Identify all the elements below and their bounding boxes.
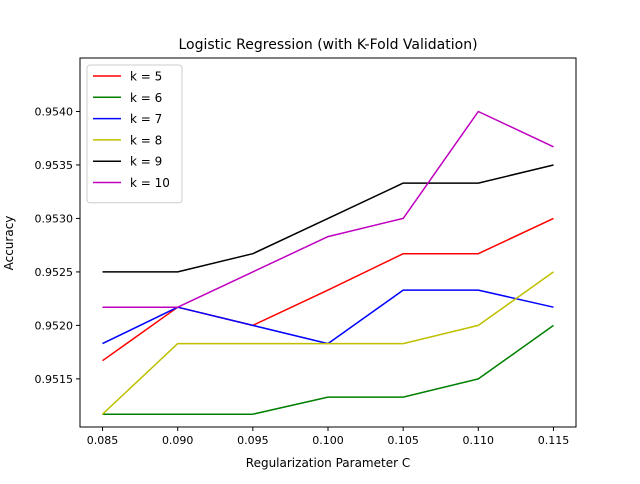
axis-ticks: 0.085 0.090 0.095 0.100 0.105 0.110 0.115 0.951… bbox=[35, 105, 570, 447]
series-line-k-6 bbox=[102, 324, 554, 415]
legend: k = 5 k = 6 k = 7 k = 8 k = 9 k = 10 bbox=[86, 64, 183, 204]
y-axis-label: Accuracy bbox=[2, 216, 16, 271]
y-tick-label: 0.9530 bbox=[35, 212, 74, 225]
y-tick-label: 0.9520 bbox=[35, 319, 74, 332]
y-tick-label: 0.9515 bbox=[35, 373, 74, 386]
series-line-k-5 bbox=[102, 217, 554, 362]
x-tick-label: 0.110 bbox=[463, 434, 495, 447]
series-line-k-9 bbox=[102, 164, 554, 273]
y-tick-label: 0.9540 bbox=[35, 105, 74, 118]
plot-area-frame bbox=[79, 57, 577, 428]
legend-label: k = 5 bbox=[130, 70, 162, 84]
legend-label: k = 7 bbox=[130, 112, 162, 126]
series-line-k-7 bbox=[102, 289, 554, 345]
y-tick-label: 0.9525 bbox=[35, 266, 74, 279]
x-tick-label: 0.090 bbox=[162, 434, 194, 447]
x-tick-label: 0.115 bbox=[538, 434, 570, 447]
series-line-k-10 bbox=[102, 110, 554, 308]
series-line-k-8 bbox=[101, 271, 554, 415]
x-tick-label: 0.105 bbox=[387, 434, 419, 447]
y-tick-label: 0.9535 bbox=[35, 159, 74, 172]
x-tick-label: 0.095 bbox=[237, 434, 269, 447]
series-lines bbox=[101, 110, 554, 415]
legend-box bbox=[86, 64, 183, 204]
chart-title: Logistic Regression (with K-Fold Validat… bbox=[178, 37, 477, 53]
legend-label: k = 10 bbox=[130, 176, 170, 190]
x-axis-label: Regularization Parameter C bbox=[246, 456, 410, 470]
x-tick-label: 0.085 bbox=[87, 434, 119, 447]
legend-label: k = 6 bbox=[130, 91, 162, 105]
legend-label: k = 9 bbox=[130, 155, 162, 169]
x-tick-label: 0.100 bbox=[312, 434, 344, 447]
legend-label: k = 8 bbox=[130, 133, 162, 147]
